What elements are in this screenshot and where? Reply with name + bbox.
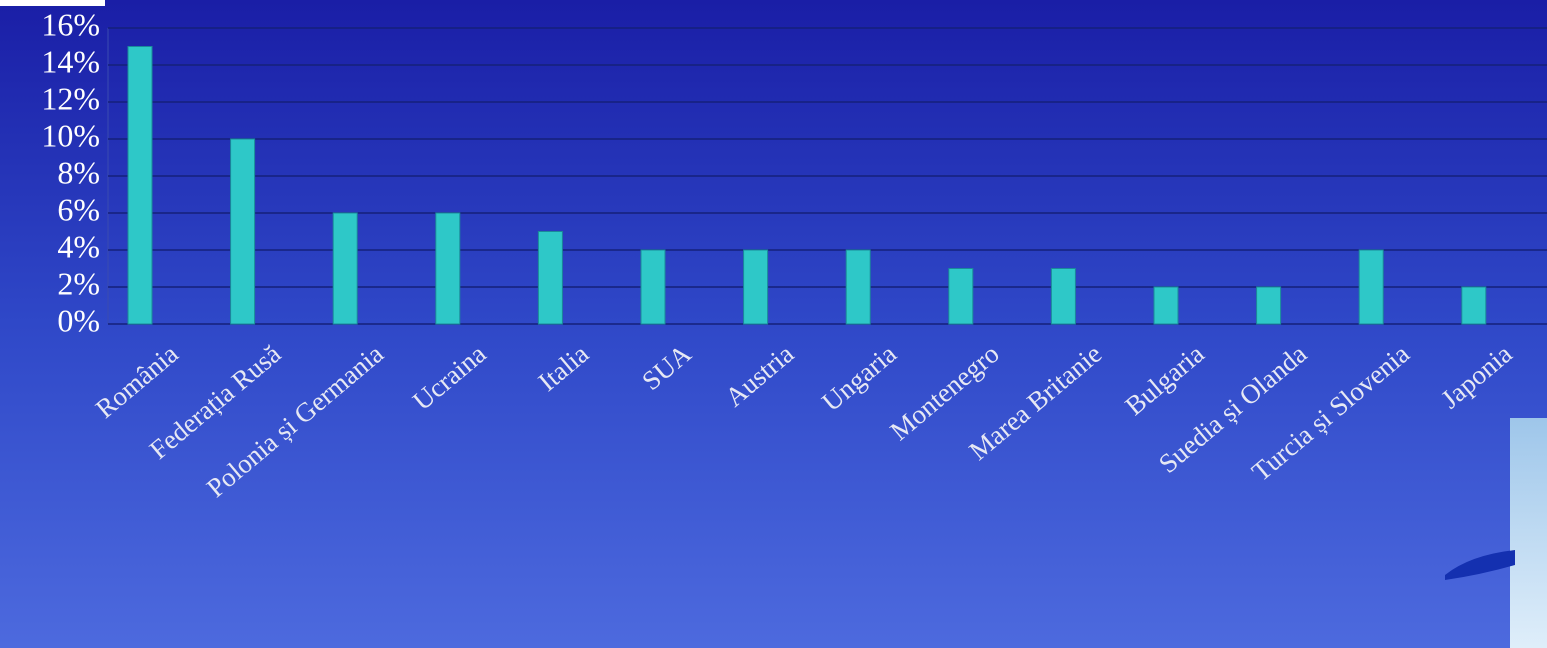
bar <box>743 249 769 325</box>
bar <box>230 138 256 325</box>
bar <box>948 268 974 325</box>
bar <box>127 46 153 325</box>
bar <box>1050 268 1076 325</box>
bar <box>435 212 461 325</box>
y-tick-label: 6% <box>57 191 100 227</box>
y-tick-label: 16% <box>41 6 100 42</box>
bar <box>537 231 563 325</box>
y-tick-label: 10% <box>41 117 100 153</box>
y-tick-label: 0% <box>57 302 100 338</box>
y-tick-label: 12% <box>41 80 100 116</box>
bar <box>1358 249 1384 325</box>
decoration <box>1445 550 1515 580</box>
bar <box>1256 286 1282 325</box>
bar <box>332 212 358 325</box>
bar <box>845 249 871 325</box>
y-tick-label: 4% <box>57 228 100 264</box>
picture-fragment <box>1510 418 1547 648</box>
bar <box>1461 286 1487 325</box>
y-tick-label: 14% <box>41 43 100 79</box>
bar <box>1153 286 1179 325</box>
corner-strip <box>0 0 105 6</box>
bar <box>640 249 666 325</box>
y-tick-label: 8% <box>57 154 100 190</box>
y-tick-label: 2% <box>57 265 100 301</box>
